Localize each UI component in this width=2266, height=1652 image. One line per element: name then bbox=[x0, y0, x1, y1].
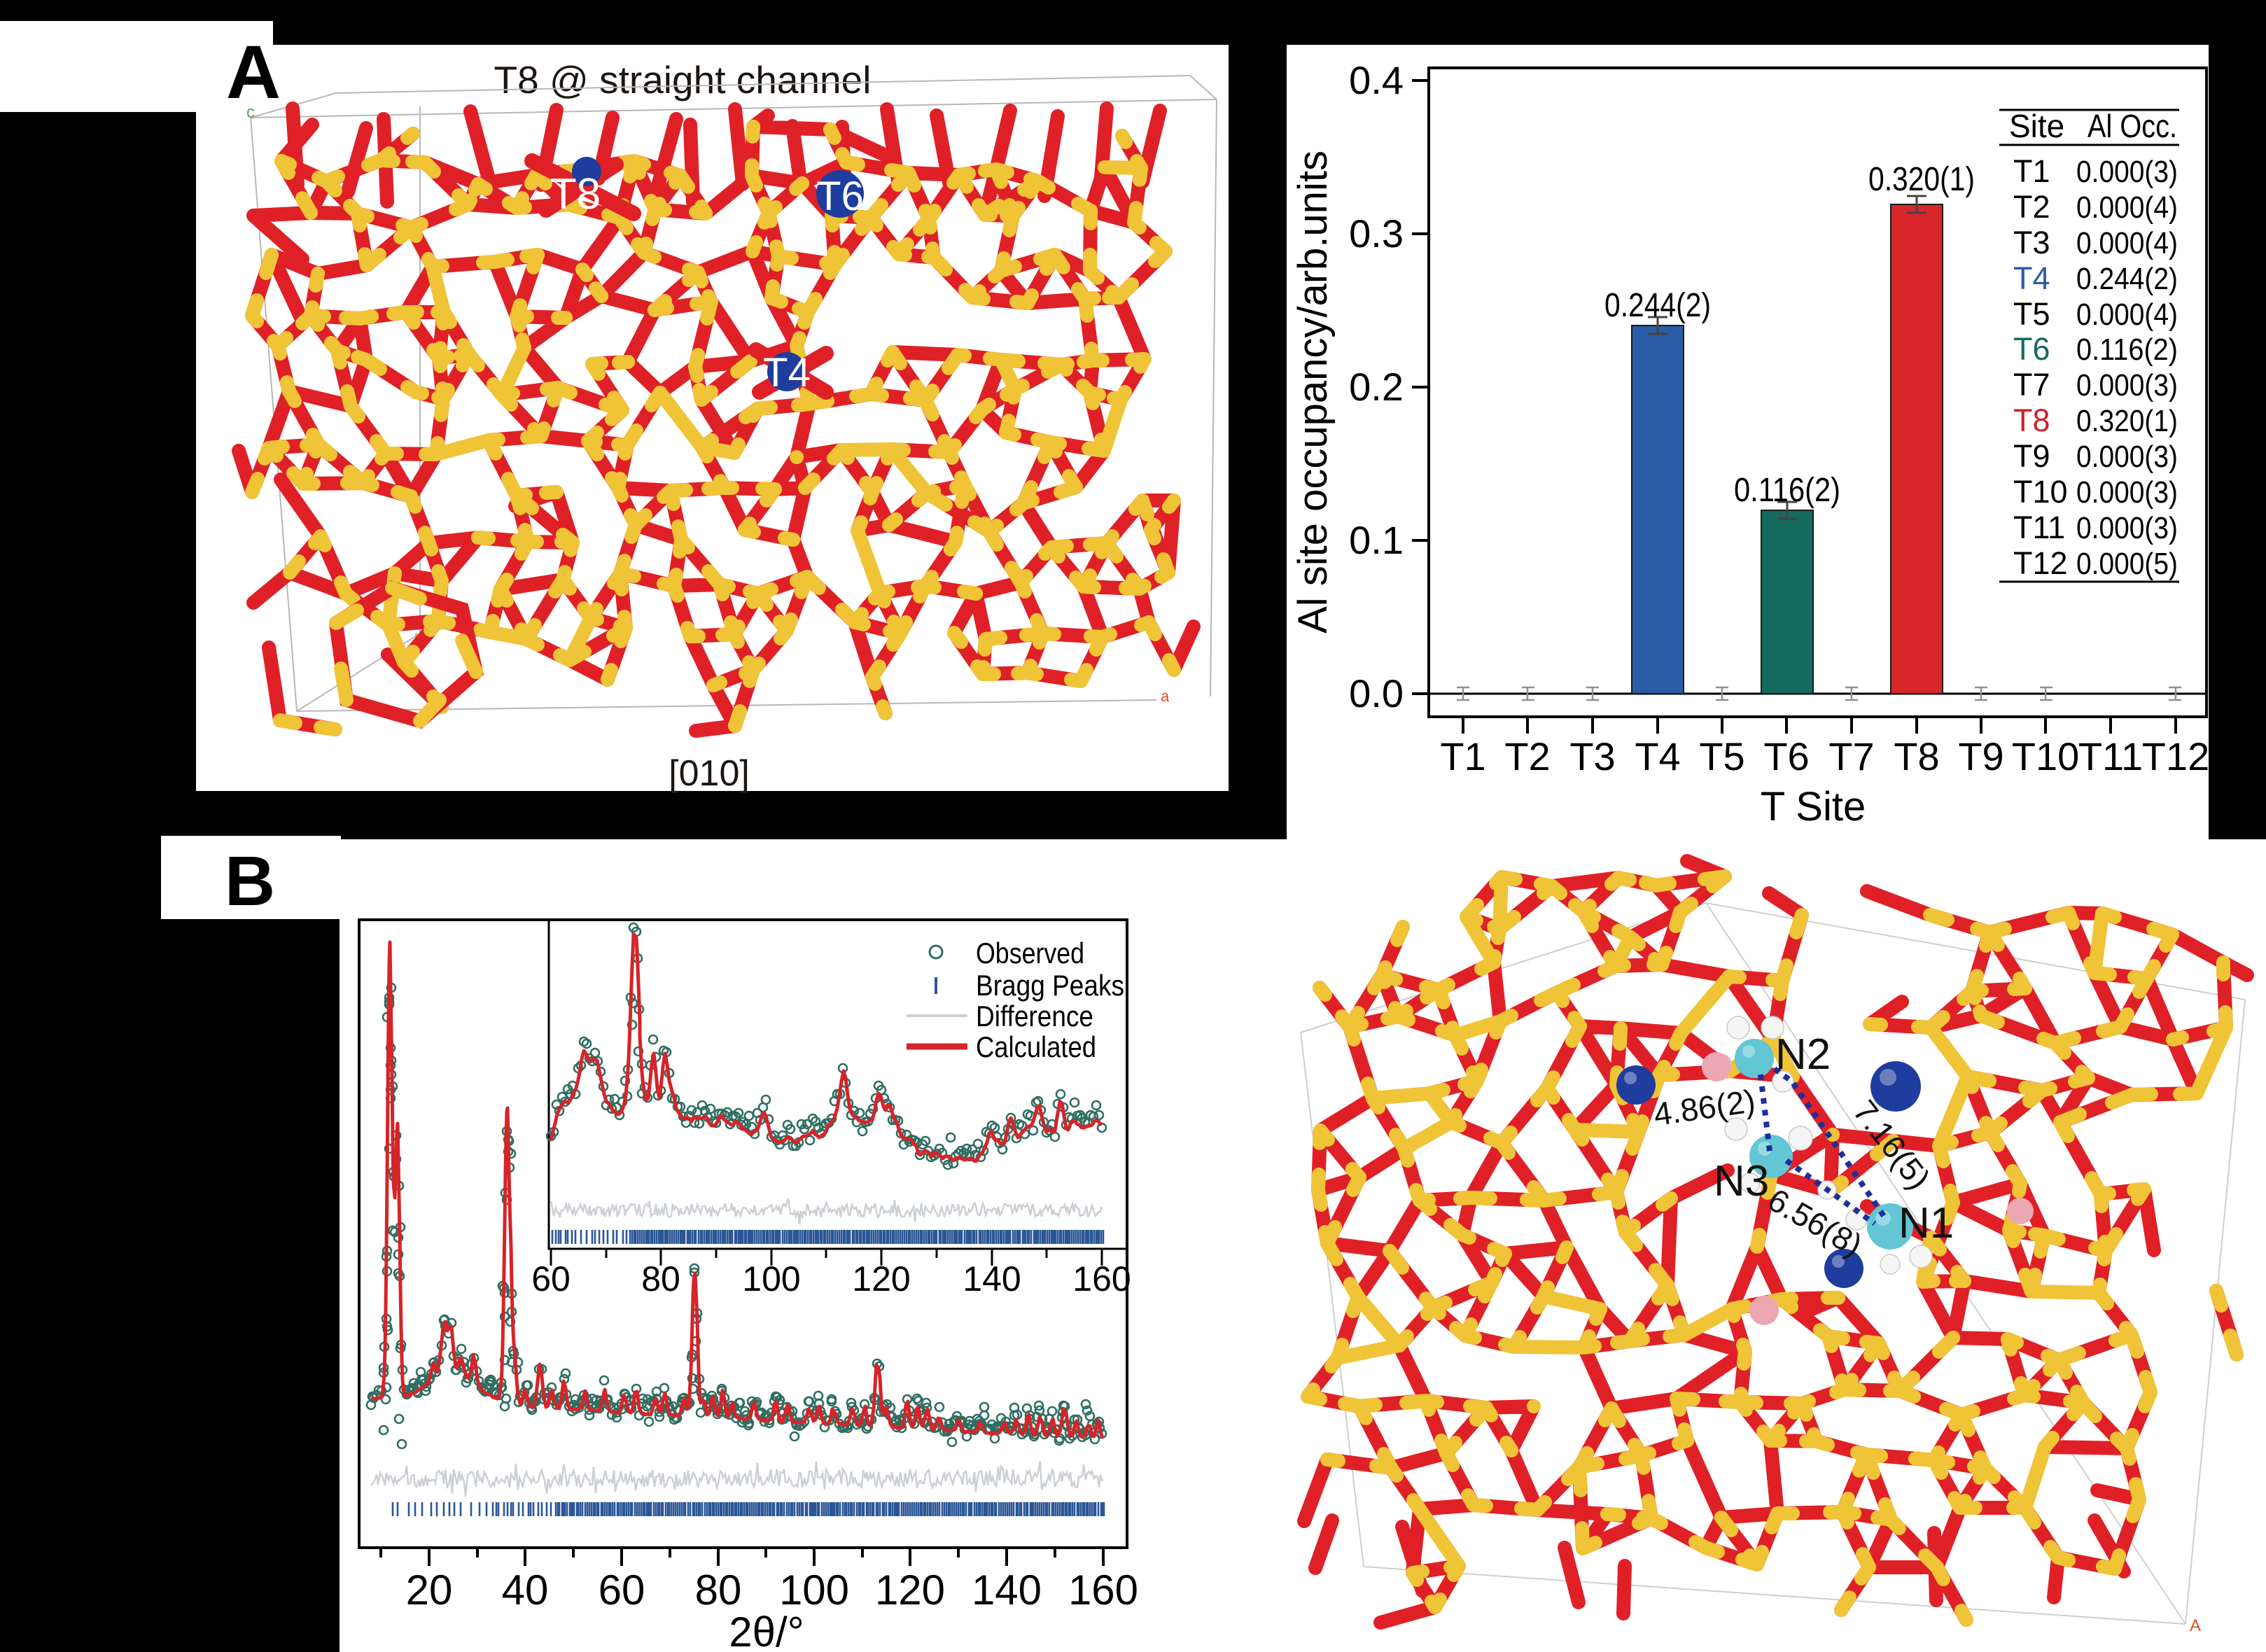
svg-text:160: 160 bbox=[1068, 1567, 1138, 1614]
svg-text:T9: T9 bbox=[1958, 734, 2003, 778]
svg-text:0.000(3): 0.000(3) bbox=[2076, 511, 2178, 545]
svg-text:0.000(3): 0.000(3) bbox=[2076, 440, 2178, 474]
svg-text:120: 120 bbox=[875, 1567, 945, 1614]
svg-text:80: 80 bbox=[695, 1567, 742, 1614]
svg-text:T3: T3 bbox=[2013, 225, 2050, 260]
svg-text:T4: T4 bbox=[763, 350, 811, 396]
svg-text:T5: T5 bbox=[2013, 296, 2050, 332]
svg-text:0.4: 0.4 bbox=[1349, 58, 1404, 102]
svg-text:T8: T8 bbox=[1894, 734, 1939, 778]
svg-text:B: B bbox=[225, 842, 275, 920]
svg-text:0.320(1): 0.320(1) bbox=[1868, 161, 1975, 198]
svg-text:T11: T11 bbox=[2078, 734, 2143, 778]
svg-text:100: 100 bbox=[742, 1259, 800, 1298]
svg-text:T6: T6 bbox=[1763, 734, 1809, 778]
svg-text:0.244(2): 0.244(2) bbox=[2076, 262, 2178, 296]
svg-text:A: A bbox=[226, 29, 281, 114]
svg-text:T1: T1 bbox=[2013, 153, 2050, 189]
svg-text:Difference: Difference bbox=[976, 1000, 1093, 1032]
svg-text:T6: T6 bbox=[2013, 331, 2050, 367]
svg-text:0.2: 0.2 bbox=[1349, 365, 1404, 409]
svg-text:0.000(4): 0.000(4) bbox=[2076, 190, 2178, 225]
svg-text:T6: T6 bbox=[816, 174, 864, 219]
svg-text:40: 40 bbox=[502, 1567, 549, 1614]
svg-text:160: 160 bbox=[1072, 1259, 1131, 1298]
svg-text:60: 60 bbox=[599, 1567, 645, 1614]
svg-text:T11: T11 bbox=[2013, 510, 2065, 545]
svg-text:N3: N3 bbox=[1714, 1157, 1769, 1205]
svg-text:Observed: Observed bbox=[976, 937, 1084, 969]
svg-text:0.3: 0.3 bbox=[1349, 211, 1404, 255]
svg-text:T8 @ straight channel: T8 @ straight channel bbox=[494, 58, 872, 102]
svg-text:0.244(2): 0.244(2) bbox=[1604, 287, 1711, 324]
svg-text:100: 100 bbox=[779, 1567, 849, 1614]
svg-text:T4: T4 bbox=[1635, 734, 1680, 778]
svg-text:T2: T2 bbox=[1504, 734, 1550, 778]
svg-text:0.000(5): 0.000(5) bbox=[2076, 547, 2178, 581]
svg-text:N2: N2 bbox=[1775, 1030, 1831, 1079]
svg-text:120: 120 bbox=[852, 1259, 910, 1298]
svg-text:0.000(4): 0.000(4) bbox=[2076, 298, 2178, 332]
svg-text:T Site: T Site bbox=[1761, 784, 1866, 830]
svg-text:0.000(3): 0.000(3) bbox=[2076, 475, 2178, 510]
svg-text:0.116(2): 0.116(2) bbox=[1734, 472, 1840, 509]
svg-text:140: 140 bbox=[963, 1259, 1021, 1298]
svg-text:T7: T7 bbox=[1828, 734, 1874, 778]
svg-text:a: a bbox=[1161, 687, 1170, 705]
svg-text:T9: T9 bbox=[2013, 438, 2050, 474]
svg-text:T12: T12 bbox=[2142, 734, 2210, 778]
svg-text:Intensity/arb.units: Intensity/arb.units bbox=[291, 1069, 338, 1398]
svg-text:0.000(4): 0.000(4) bbox=[2076, 226, 2178, 260]
svg-text:0.0: 0.0 bbox=[1349, 671, 1404, 715]
svg-text:Site: Site bbox=[2009, 108, 2064, 144]
svg-text:T8: T8 bbox=[2013, 402, 2050, 438]
svg-text:T7: T7 bbox=[2013, 367, 2050, 402]
svg-text:T8: T8 bbox=[550, 170, 601, 218]
svg-text:T10: T10 bbox=[2013, 474, 2068, 510]
svg-text:2θ/°: 2θ/° bbox=[729, 1609, 804, 1652]
svg-text:Calculated: Calculated bbox=[976, 1030, 1096, 1063]
svg-text:140: 140 bbox=[972, 1567, 1042, 1614]
svg-text:c: c bbox=[246, 103, 255, 122]
svg-text:0.320(1): 0.320(1) bbox=[2076, 404, 2178, 438]
svg-text:[010]: [010] bbox=[669, 753, 750, 794]
svg-text:T4: T4 bbox=[2013, 260, 2050, 296]
svg-text:T2: T2 bbox=[2013, 189, 2050, 225]
svg-text:20: 20 bbox=[406, 1567, 453, 1614]
svg-text:T1: T1 bbox=[1440, 734, 1485, 778]
svg-text:T3: T3 bbox=[1569, 734, 1615, 778]
svg-text:N1: N1 bbox=[1898, 1199, 1954, 1247]
svg-text:A: A bbox=[2190, 1616, 2201, 1635]
svg-text:Bragg Peaks: Bragg Peaks bbox=[976, 969, 1124, 1002]
svg-text:0.000(3): 0.000(3) bbox=[2076, 155, 2178, 189]
svg-text:T12: T12 bbox=[2013, 545, 2068, 581]
svg-text:Al Occ.: Al Occ. bbox=[2087, 108, 2177, 144]
svg-text:60: 60 bbox=[531, 1259, 571, 1298]
svg-text:80: 80 bbox=[641, 1259, 680, 1298]
svg-text:T5: T5 bbox=[1699, 734, 1744, 778]
svg-text:Al site occupancy/arb.units: Al site occupancy/arb.units bbox=[1290, 150, 1336, 634]
svg-text:0.116(2): 0.116(2) bbox=[2076, 332, 2178, 367]
svg-text:0.1: 0.1 bbox=[1349, 518, 1404, 562]
svg-text:0.000(3): 0.000(3) bbox=[2076, 368, 2178, 402]
svg-text:T10: T10 bbox=[2012, 734, 2080, 778]
